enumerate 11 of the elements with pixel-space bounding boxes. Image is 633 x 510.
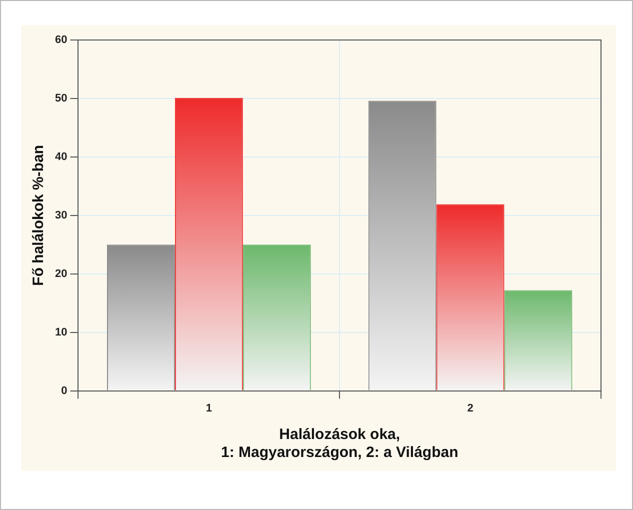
x-tick-label: 2 xyxy=(467,402,474,414)
y-tick-label: 60 xyxy=(54,34,68,46)
y-tick-label: 30 xyxy=(54,209,68,222)
x-tick-label: 1 xyxy=(206,402,212,414)
y-axis-title: Fő halálokok %-ban xyxy=(30,144,48,286)
x-axis-title: Halálozások oka, 1: Magyarországon, 2: a Világban xyxy=(220,426,458,462)
y-tick-label: 40 xyxy=(54,150,68,163)
y-tick-label: 10 xyxy=(54,326,68,338)
y-tick-label: 0 xyxy=(61,384,68,397)
y-tick-label: 50 xyxy=(54,92,68,104)
y-tick-label: 20 xyxy=(54,268,68,280)
